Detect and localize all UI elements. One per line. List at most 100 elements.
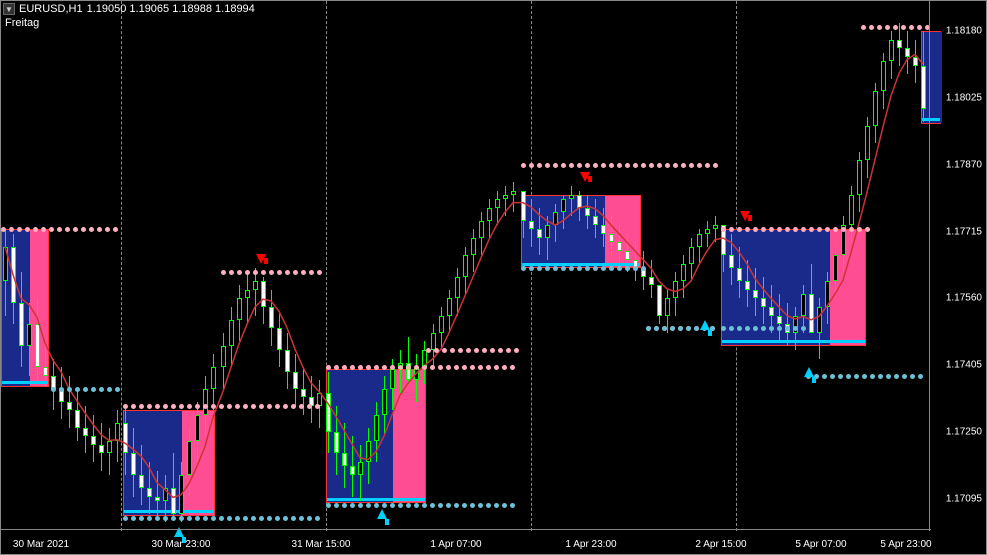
level-dot bbox=[374, 503, 379, 508]
level-dot bbox=[446, 365, 451, 370]
level-dot bbox=[670, 326, 675, 331]
level-dot bbox=[203, 516, 208, 521]
level-dot bbox=[179, 516, 184, 521]
level-dot bbox=[545, 163, 550, 168]
level-dot bbox=[917, 25, 922, 30]
chart-menu-dropdown[interactable]: ▼ bbox=[3, 3, 15, 15]
level-dot bbox=[307, 516, 312, 521]
level-dot bbox=[315, 516, 320, 521]
level-dot bbox=[494, 503, 499, 508]
sell-arrow-icon bbox=[256, 254, 266, 264]
level-dot bbox=[307, 404, 312, 409]
level-dot bbox=[585, 266, 590, 271]
level-dot bbox=[442, 348, 447, 353]
level-dot bbox=[681, 163, 686, 168]
level-dot bbox=[91, 387, 96, 392]
level-dot bbox=[430, 503, 435, 508]
level-dot bbox=[317, 270, 322, 275]
level-dot bbox=[358, 503, 363, 508]
level-dot bbox=[510, 503, 515, 508]
level-dot bbox=[203, 404, 208, 409]
time-axis: 30 Mar 202130 Mar 23:0031 Mar 15:001 Apr… bbox=[1, 529, 931, 554]
level-dot bbox=[510, 365, 515, 370]
level-dot bbox=[267, 404, 272, 409]
level-dot bbox=[211, 404, 216, 409]
symbol-label: EURUSD,H1 bbox=[19, 3, 83, 15]
y-tick-label: 1.17715 bbox=[946, 226, 982, 237]
level-dot bbox=[342, 503, 347, 508]
level-dot bbox=[299, 516, 304, 521]
level-dot bbox=[462, 503, 467, 508]
level-dot bbox=[147, 404, 152, 409]
level-dot bbox=[245, 270, 250, 275]
level-dot bbox=[107, 387, 112, 392]
level-dot bbox=[498, 348, 503, 353]
level-dot bbox=[601, 163, 606, 168]
level-dot bbox=[155, 516, 160, 521]
level-dot bbox=[482, 348, 487, 353]
sell-arrow-icon bbox=[740, 211, 750, 221]
level-dot bbox=[838, 374, 843, 379]
x-tick-label: 5 Apr 23:00 bbox=[880, 539, 931, 550]
level-dot bbox=[105, 227, 110, 232]
level-dot bbox=[299, 404, 304, 409]
level-dot bbox=[227, 404, 232, 409]
level-dot bbox=[195, 516, 200, 521]
level-dot bbox=[470, 503, 475, 508]
level-dot bbox=[426, 348, 431, 353]
level-dot bbox=[139, 516, 144, 521]
level-dot bbox=[657, 163, 662, 168]
level-dot bbox=[235, 516, 240, 521]
level-dot bbox=[649, 163, 654, 168]
session-box bbox=[123, 410, 215, 516]
level-dot bbox=[301, 270, 306, 275]
level-dot bbox=[51, 387, 56, 392]
level-dot bbox=[561, 266, 566, 271]
level-dot bbox=[502, 365, 507, 370]
level-dot bbox=[73, 227, 78, 232]
level-dot bbox=[131, 516, 136, 521]
level-dot bbox=[502, 503, 507, 508]
y-tick-label: 1.18025 bbox=[946, 92, 982, 103]
level-dot bbox=[689, 163, 694, 168]
level-dot bbox=[67, 387, 72, 392]
level-dot bbox=[521, 266, 526, 271]
level-dot bbox=[269, 270, 274, 275]
level-dot bbox=[315, 404, 320, 409]
level-dot bbox=[878, 374, 883, 379]
chart-plot-area[interactable] bbox=[1, 1, 931, 531]
level-dot bbox=[609, 266, 614, 271]
level-dot bbox=[275, 516, 280, 521]
level-dot bbox=[171, 516, 176, 521]
x-tick-label: 5 Apr 07:00 bbox=[795, 539, 846, 550]
level-dot bbox=[229, 270, 234, 275]
level-dot bbox=[577, 163, 582, 168]
chart-container: ▼ EURUSD,H1 1.19050 1.19065 1.18988 1.18… bbox=[0, 0, 987, 555]
level-dot bbox=[243, 516, 248, 521]
level-dot bbox=[625, 163, 630, 168]
chart-title-bar: ▼ EURUSD,H1 1.19050 1.19065 1.18988 1.18… bbox=[3, 3, 255, 15]
level-dot bbox=[521, 163, 526, 168]
level-dot bbox=[454, 503, 459, 508]
level-dot bbox=[633, 266, 638, 271]
level-dot bbox=[494, 365, 499, 370]
buy-arrow-icon bbox=[804, 367, 814, 377]
level-dot bbox=[334, 503, 339, 508]
y-tick-label: 1.17870 bbox=[946, 159, 982, 170]
level-dot bbox=[251, 516, 256, 521]
level-dot bbox=[910, 374, 915, 379]
level-dot bbox=[235, 404, 240, 409]
level-dot bbox=[694, 326, 699, 331]
level-dot bbox=[861, 25, 866, 30]
level-dot bbox=[253, 270, 258, 275]
level-dot bbox=[195, 404, 200, 409]
level-dot bbox=[211, 516, 216, 521]
level-dot bbox=[291, 516, 296, 521]
y-tick-label: 1.17560 bbox=[946, 293, 982, 304]
level-dot bbox=[81, 227, 86, 232]
level-dot bbox=[187, 516, 192, 521]
level-dot bbox=[366, 503, 371, 508]
level-dot bbox=[97, 227, 102, 232]
level-dot bbox=[617, 266, 622, 271]
level-dot bbox=[283, 404, 288, 409]
